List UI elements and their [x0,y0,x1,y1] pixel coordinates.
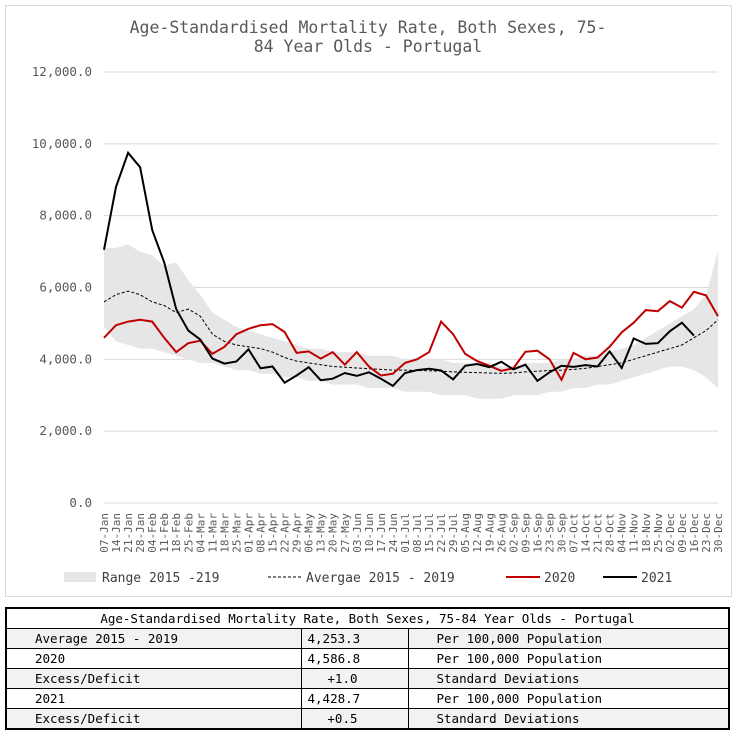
grid-layer [104,71,718,504]
row-unit: Per 100,000 Population [407,648,730,669]
x-tick-label: 11-Nov [628,513,641,553]
x-tick-label: 21-Oct [592,513,605,553]
x-tick-label: 02-Sep [507,513,520,553]
x-tick-label: 05-Aug [459,513,472,553]
row-value: 4,428.7 [300,688,409,709]
table-row: Excess/Deficit +1.0 Standard Deviations [5,668,730,689]
x-tick-label: 20-May [327,513,340,553]
x-tick-label: 15-Apr [267,513,280,553]
x-tick-label: 08-Apr [255,513,268,553]
row-label: 2020 [5,648,302,669]
legend: Range 2015 -219 Avergae 2015 - 2019 2020 20… [64,571,672,586]
range-band-layer [104,244,718,399]
row-unit: Standard Deviations [407,708,730,730]
y-tick-label: 8,000.0 [39,208,92,223]
series-line [103,290,719,374]
x-tick-label: 10-Jun [363,513,376,553]
x-tick-label: 18-Feb [170,513,183,553]
legend-label: 2020 [544,571,575,586]
table-row: Average 2015 - 2019 4,253.3 Per 100,000 … [5,628,730,649]
x-tick-label: 18-Mar [218,513,231,553]
x-tick-label: 25-Feb [182,513,195,553]
y-tick-label: 6,000.0 [39,280,92,295]
chart-title-line-2: 84 Year Olds - Portugal [254,37,482,56]
x-tick-label: 04-Mar [194,513,207,553]
x-tick-label: 02-Dec [664,513,677,553]
x-tick-label: 23-Dec [700,513,713,553]
row-label: Average 2015 - 2019 [5,628,302,649]
x-tick-label: 28-Oct [604,513,617,553]
y-tick-label: 0.0 [69,495,92,510]
row-value: 4,253.3 [300,628,409,649]
x-tick-label: 12-Aug [471,513,484,553]
row-label: 2021 [5,688,302,709]
mortality-line-chart: Age-Standardised Mortality Rate, Both Se… [32,18,725,586]
series-line-layer [103,150,719,388]
x-tick-label: 16-Sep [531,513,544,553]
x-tick-label: 11-Feb [158,513,171,553]
y-tick-label: 4,000.0 [39,351,92,366]
summary-table-title: Age-Standardised Mortality Rate, Both Se… [5,607,730,629]
x-tick-label: 22-Apr [279,513,292,553]
x-tick-label: 29-Apr [291,513,304,553]
y-tick-label: 12,000.0 [32,64,92,79]
x-tick-label: 28-Jan [134,513,147,553]
legend-label: 2021 [641,571,672,586]
table-row: Excess/Deficit +0.5 Standard Deviations [5,708,730,730]
x-tick-label: 07-Oct [568,513,581,553]
x-tick-label: 14-Oct [580,513,593,553]
x-tick-label: 25-Nov [652,513,665,553]
row-value: +0.5 [300,708,409,730]
x-tick-label: 23-Sep [543,513,556,553]
row-unit: Standard Deviations [407,668,730,689]
range-band [104,244,718,399]
y-tick-label: 2,000.0 [39,423,92,438]
x-tick-label: 09-Dec [676,513,689,553]
x-tick-label: 29-Jul [447,513,460,553]
chart-container: Age-Standardised Mortality Rate, Both Se… [5,5,732,597]
row-label: Excess/Deficit [5,708,302,730]
x-tick-label: 06-May [303,513,316,553]
y-axis-ticks: 0.0 2,000.0 4,000.0 6,000.0 8,000.0 10,000.0 1… [32,64,92,510]
x-tick-label: 13-May [315,513,328,553]
legend-swatch [64,572,96,582]
x-tick-label: 22-Jul [435,513,448,553]
series-line [103,150,695,388]
row-value: +1.0 [300,668,409,689]
x-axis-ticks: 07-Jan 14-Jan 21-Jan 28-Jan 04-Feb 11-Feb 18-F… [98,513,725,553]
x-tick-label: 04-Feb [146,513,159,553]
x-tick-label: 17-Jun [375,513,388,553]
x-tick-label: 01-Apr [242,513,255,553]
row-unit: Per 100,000 Population [407,688,730,709]
legend-label: Range 2015 -219 [102,571,219,586]
x-tick-label: 30-Dec [712,513,725,553]
summary-table: Age-Standardised Mortality Rate, Both Se… [5,607,730,730]
x-tick-label: 09-Sep [519,513,532,553]
x-tick-label: 19-Aug [483,513,496,553]
x-tick-label: 18-Nov [640,513,653,553]
row-value: 4,586.8 [300,648,409,669]
table-row: 2020 4,586.8 Per 100,000 Population [5,648,730,669]
row-unit: Per 100,000 Population [407,628,730,649]
row-label: Excess/Deficit [5,668,302,689]
x-tick-label: 16-Dec [688,513,701,553]
table-row: 2021 4,428.7 Per 100,000 Population [5,688,730,709]
x-tick-label: 01-Jul [399,513,412,553]
x-tick-label: 15-Jul [423,513,436,553]
x-tick-label: 14-Jan [110,513,123,553]
x-tick-label: 26-Aug [495,513,508,553]
chart-title-line-1: Age-Standardised Mortality Rate, Both Se… [130,18,607,37]
x-tick-label: 30-Sep [555,513,568,553]
y-tick-label: 10,000.0 [32,136,92,151]
x-tick-label: 24-Jun [387,513,400,553]
x-tick-label: 21-Jan [122,513,135,553]
x-tick-label: 04-Nov [616,513,629,553]
x-tick-label: 27-May [339,513,352,553]
legend-label: Avergae 2015 - 2019 [306,571,455,586]
x-tick-label: 11-Mar [206,513,219,553]
x-tick-label: 07-Jan [98,513,111,553]
x-tick-label: 25-Mar [230,513,243,553]
x-tick-label: 08-Jul [411,513,424,553]
x-tick-label: 03-Jun [351,513,364,553]
